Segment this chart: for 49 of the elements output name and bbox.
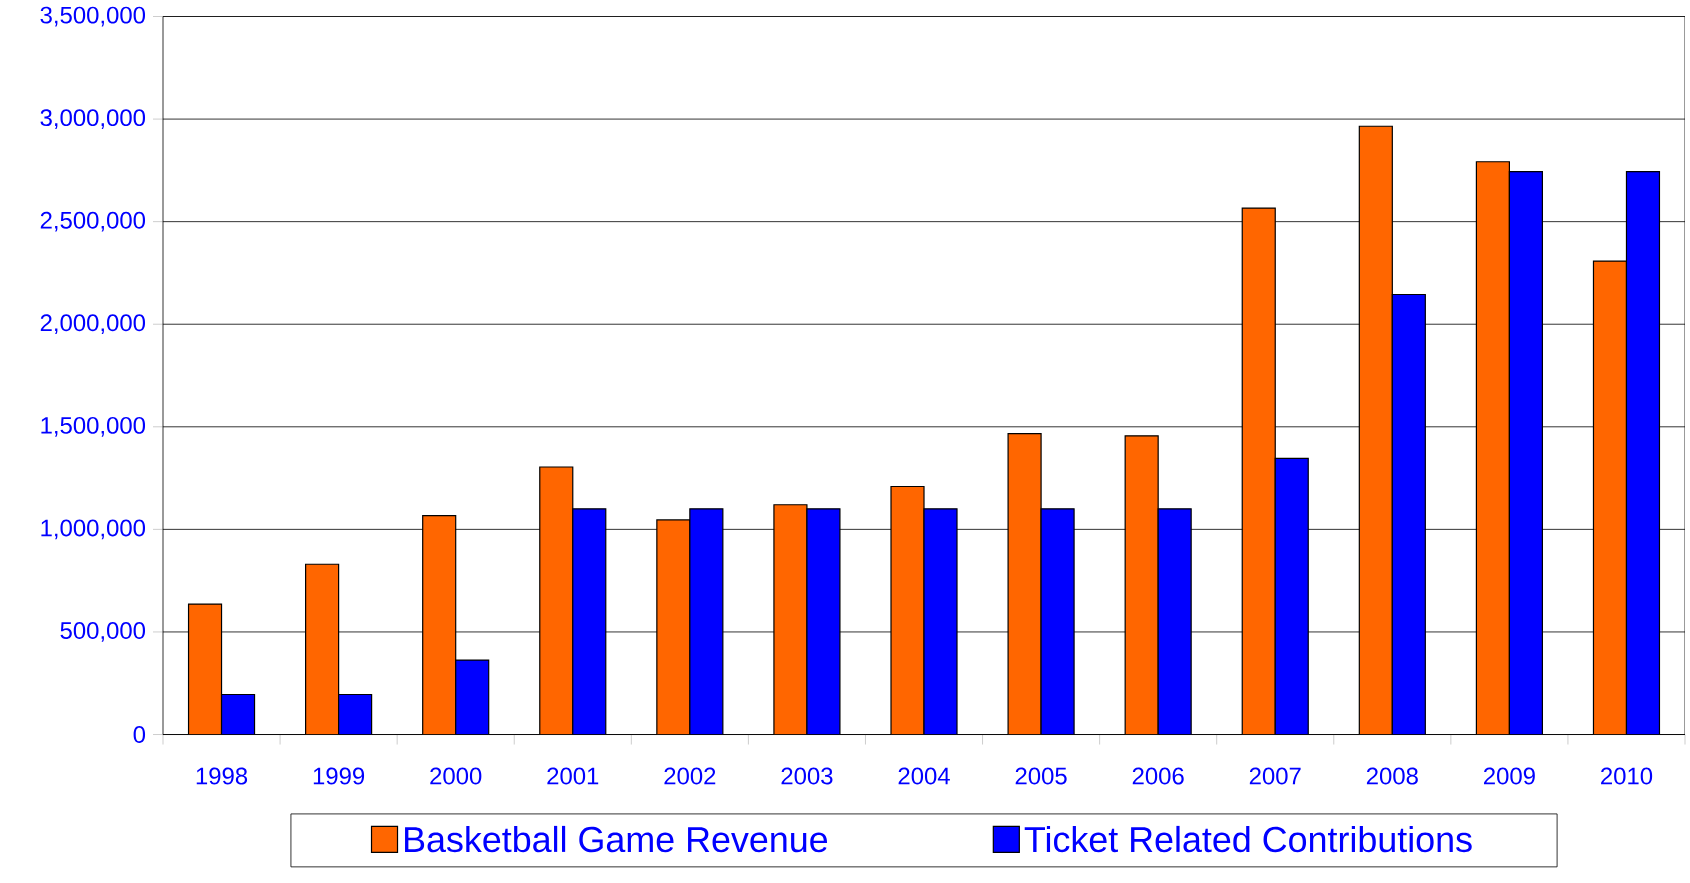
bar: [220, 694, 256, 735]
bar: [806, 508, 841, 735]
x-tick-label: 2010: [1601, 767, 1653, 785]
bar: [1157, 508, 1192, 735]
y-tick-label: 3,500,000: [40, 6, 146, 27]
y-tick-label: 1,500,000: [41, 417, 146, 437]
bar: [1475, 161, 1510, 735]
bar: [1391, 294, 1426, 735]
bar: [1241, 207, 1276, 735]
bar: [689, 508, 724, 735]
bar: [572, 508, 607, 735]
x-tick-label: 2001: [547, 767, 599, 785]
x-tick-label: 1998: [196, 767, 248, 785]
bar: [1274, 458, 1309, 735]
bar: [455, 659, 490, 735]
bar: [773, 504, 808, 735]
x-tick-label: 2006: [1132, 767, 1184, 785]
x-tick-label: 2003: [781, 767, 833, 785]
bar: [422, 515, 457, 735]
bar: [305, 563, 340, 735]
bar: [1124, 435, 1159, 735]
legend-label: Ticket Related Contributions: [1024, 826, 1472, 853]
x-tick-label: 2002: [664, 767, 716, 785]
bar: [923, 508, 958, 735]
bar: [1007, 433, 1042, 735]
y-tick-label: 3,000,000: [40, 109, 146, 130]
bar: [1592, 260, 1628, 735]
y-tick-label: 0: [133, 726, 146, 744]
bar: [1625, 171, 1661, 735]
bar: [187, 603, 223, 735]
bar: [1508, 171, 1543, 735]
bar: [338, 694, 373, 735]
bar: [539, 466, 574, 735]
x-tick-label: 2005: [1015, 767, 1067, 785]
bar: [1040, 508, 1075, 735]
x-tick-label: 2009: [1483, 767, 1535, 785]
y-tick-label: 2,500,000: [40, 212, 146, 232]
y-tick-label: 500,000: [60, 622, 146, 643]
legend-label: Basketball Game Revenue: [405, 826, 828, 853]
x-tick-label: 2000: [430, 767, 482, 785]
y-tick-label: 2,000,000: [40, 314, 146, 335]
y-tick-label: 1,000,000: [41, 519, 146, 540]
x-tick-label: 2008: [1366, 767, 1418, 785]
x-tick-label: 2004: [898, 767, 950, 785]
bar: [656, 519, 691, 735]
x-tick-label: 2007: [1249, 767, 1301, 785]
bar: [1358, 125, 1393, 735]
bar: [890, 486, 925, 735]
x-tick-label: 1999: [313, 767, 365, 785]
